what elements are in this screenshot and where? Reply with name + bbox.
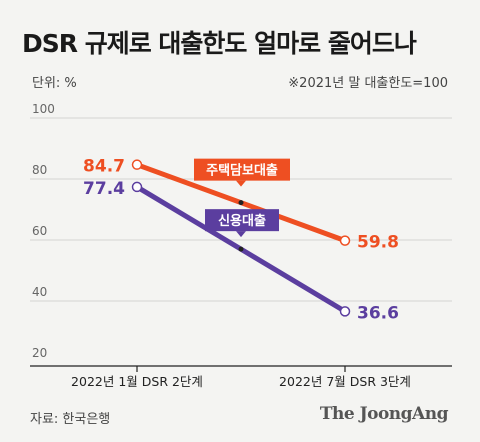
data-label: 59.8 (357, 233, 399, 253)
badge-background (194, 158, 290, 181)
y-tick-labels: 20 40 60 80 100 (32, 102, 55, 360)
y-tick-label: 20 (32, 346, 47, 360)
brand-logo: The JoongAng (319, 404, 449, 424)
y-tick-label: 100 (32, 102, 55, 116)
badge-pointer (236, 231, 246, 238)
series-name: 주택담보대출 (206, 163, 278, 179)
series-legend-badge: 주택담보대출 (194, 158, 290, 187)
source-label: 자료: 한국은행 (30, 412, 111, 427)
data-point (339, 235, 351, 246)
badge-background (205, 209, 279, 232)
data-point (131, 181, 143, 193)
data-label: 77.4 (83, 179, 125, 199)
series-legend-badge: 신용대출 (205, 209, 279, 238)
unit-label: 단위: % (32, 76, 77, 91)
x-tick-label: 2022년 1월 DSR 2단계 (71, 374, 203, 389)
x-tick-label: 2022년 7월 DSR 3단계 (279, 374, 411, 389)
data-point (131, 159, 143, 170)
y-tick-label: 60 (32, 224, 47, 238)
data-point (339, 306, 351, 317)
data-label: 36.6 (357, 303, 399, 323)
series-midpoint (238, 200, 244, 206)
baseline-note: ※2021년 말 대출한도=100 (288, 76, 448, 91)
badge-pointer (236, 180, 246, 187)
data-label: 84.7 (83, 157, 125, 177)
series-name: 신용대출 (218, 213, 266, 229)
y-tick-label: 40 (32, 285, 47, 299)
x-axis: 2022년 1월 DSR 2단계 2022년 7월 DSR 3단계 (30, 365, 452, 389)
series-midpoint (238, 246, 244, 252)
chart-title: DSR 규제로 대출한도 얼마로 줄어드나 (22, 29, 417, 58)
series-lines: 84.7 59.8 주택담보대출 77.4 36.6 신용대출 (83, 157, 399, 324)
y-tick-label: 80 (32, 163, 47, 177)
